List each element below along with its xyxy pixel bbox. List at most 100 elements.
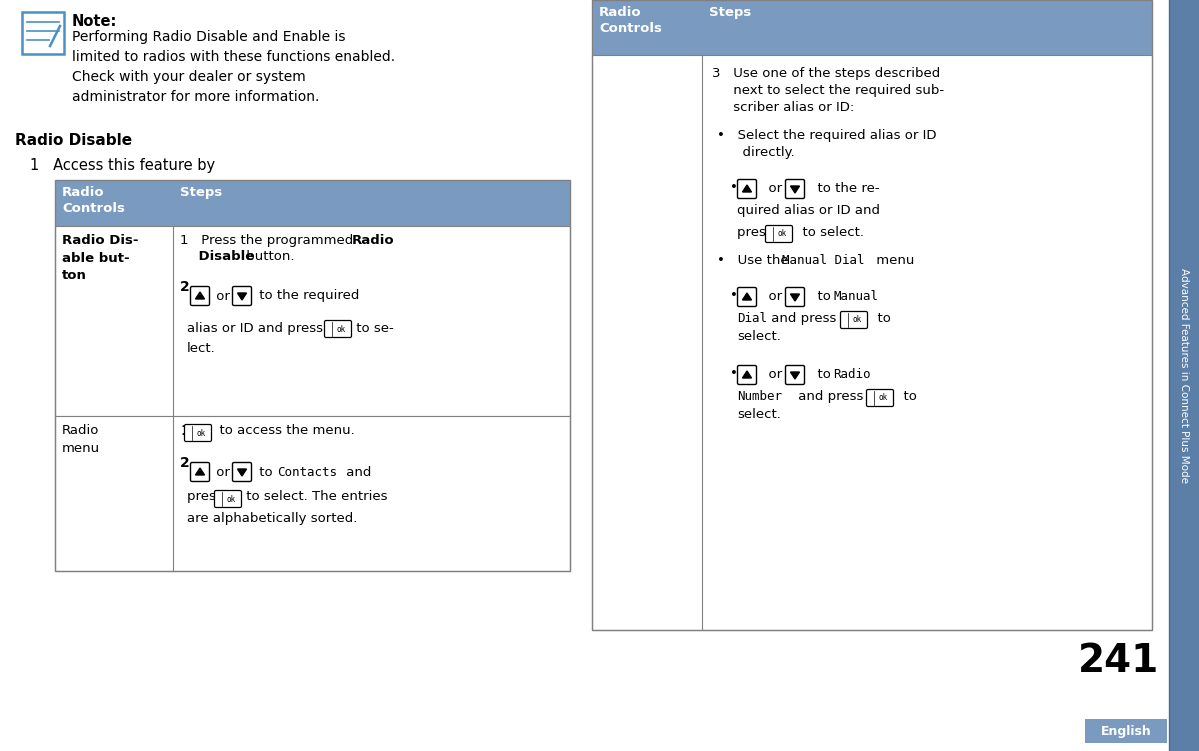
FancyBboxPatch shape (737, 366, 757, 385)
Text: next to select the required sub-: next to select the required sub- (712, 84, 944, 97)
Text: 1: 1 (180, 424, 189, 438)
Bar (592, 0, 1152, 55)
FancyBboxPatch shape (185, 424, 211, 442)
Text: •: • (730, 289, 737, 302)
FancyBboxPatch shape (215, 490, 241, 508)
Text: to: to (894, 390, 917, 403)
Text: ok: ok (337, 324, 345, 333)
FancyBboxPatch shape (737, 288, 757, 306)
Text: and press: and press (767, 312, 845, 325)
Text: to select. The entries: to select. The entries (242, 490, 387, 503)
Text: 241: 241 (1078, 642, 1159, 680)
FancyBboxPatch shape (191, 463, 210, 481)
Polygon shape (790, 372, 800, 379)
Text: 1   Access this feature by: 1 Access this feature by (30, 158, 215, 173)
Text: Radio
Controls: Radio Controls (600, 6, 662, 35)
Text: Manual Dial: Manual Dial (782, 254, 864, 267)
Text: •   Use the: • Use the (717, 254, 793, 267)
Text: Disable: Disable (180, 250, 254, 263)
Polygon shape (237, 293, 247, 300)
Bar (55, 180, 570, 571)
Text: 1   Press the programmed: 1 Press the programmed (180, 234, 357, 247)
Text: to select.: to select. (794, 226, 864, 239)
Text: select.: select. (737, 330, 781, 343)
Text: Radio
menu: Radio menu (62, 424, 101, 454)
FancyBboxPatch shape (765, 225, 793, 243)
Text: Radio Dis-
able but-
ton: Radio Dis- able but- ton (62, 234, 139, 282)
Text: lect.: lect. (187, 342, 216, 355)
Text: to: to (255, 466, 277, 478)
Text: ok: ok (227, 494, 236, 503)
Text: to access the menu.: to access the menu. (211, 424, 355, 437)
Text: Manual: Manual (833, 291, 878, 303)
FancyBboxPatch shape (191, 286, 210, 306)
Text: to: to (809, 291, 836, 303)
Text: •: • (730, 181, 737, 194)
Text: Contacts: Contacts (277, 466, 337, 478)
Text: and press: and press (794, 390, 872, 403)
Bar (22, 12, 64, 54)
Text: 3   Use one of the steps described: 3 Use one of the steps described (712, 67, 940, 80)
Text: to: to (809, 369, 836, 382)
Bar (55, 226, 570, 416)
Text: press: press (187, 490, 227, 503)
Text: or: or (760, 291, 790, 303)
Text: or: or (760, 369, 790, 382)
Bar (1085, 719, 1167, 743)
Polygon shape (742, 185, 752, 192)
Text: •   Select the required alias or ID: • Select the required alias or ID (717, 129, 936, 142)
Text: press: press (737, 226, 782, 239)
Text: Radio
Controls: Radio Controls (62, 186, 125, 215)
Text: scriber alias or ID:: scriber alias or ID: (712, 101, 854, 114)
Bar (55, 180, 570, 226)
Text: are alphabetically sorted.: are alphabetically sorted. (187, 512, 357, 525)
Text: or: or (212, 466, 234, 478)
Text: or: or (760, 182, 790, 195)
Text: Radio: Radio (833, 369, 870, 382)
FancyBboxPatch shape (785, 179, 805, 198)
FancyBboxPatch shape (233, 463, 252, 481)
Text: ok: ok (852, 315, 862, 324)
Text: Advanced Features in Connect Plus Mode: Advanced Features in Connect Plus Mode (1179, 268, 1189, 483)
Text: Radio Disable: Radio Disable (16, 133, 132, 148)
Polygon shape (790, 294, 800, 301)
Text: 2: 2 (180, 280, 189, 294)
Text: to se-: to se- (353, 322, 393, 335)
Polygon shape (790, 186, 800, 193)
Text: menu: menu (872, 254, 915, 267)
Bar (55, 416, 570, 571)
Bar (1169, 0, 1199, 751)
Bar (592, 55, 1152, 630)
Text: or: or (212, 289, 234, 303)
Text: alias or ID and press: alias or ID and press (187, 322, 327, 335)
Text: and: and (342, 466, 372, 478)
Polygon shape (195, 292, 205, 299)
Text: to the required: to the required (255, 289, 360, 303)
FancyBboxPatch shape (233, 286, 252, 306)
FancyBboxPatch shape (737, 179, 757, 198)
Text: •: • (730, 367, 737, 380)
FancyBboxPatch shape (867, 390, 893, 406)
Text: to the re-: to the re- (809, 182, 880, 195)
Text: ok: ok (777, 230, 787, 239)
Text: Steps: Steps (180, 186, 222, 199)
FancyBboxPatch shape (840, 312, 868, 328)
Text: Dial: Dial (737, 312, 767, 325)
Polygon shape (742, 293, 752, 300)
Text: English: English (1101, 725, 1151, 737)
Text: quired alias or ID and: quired alias or ID and (737, 204, 880, 217)
Text: button.: button. (242, 250, 295, 263)
Text: Steps: Steps (709, 6, 752, 19)
Text: ok: ok (197, 429, 205, 438)
Text: directly.: directly. (717, 146, 795, 159)
Text: to: to (869, 312, 891, 325)
Text: Note:: Note: (72, 14, 118, 29)
Text: ok: ok (879, 394, 887, 403)
FancyBboxPatch shape (785, 288, 805, 306)
Bar (592, 0, 1152, 630)
Text: Number: Number (737, 390, 782, 403)
Text: Radio: Radio (353, 234, 394, 247)
FancyBboxPatch shape (325, 321, 351, 337)
Text: 2: 2 (180, 456, 189, 470)
Polygon shape (237, 469, 247, 476)
